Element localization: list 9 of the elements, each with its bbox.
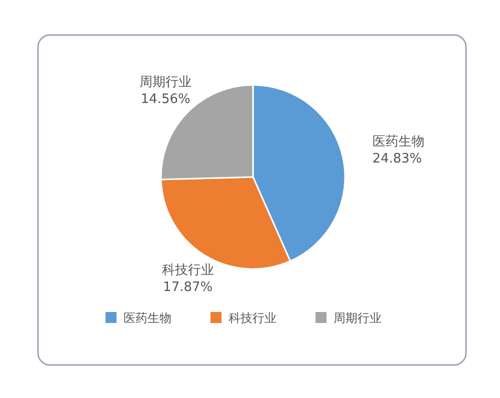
slice-label: 医药生物	[372, 134, 424, 150]
data-label: 17.87%	[163, 280, 213, 296]
legend-label: 医药生物	[124, 311, 172, 325]
legend-label: 周期行业	[334, 311, 382, 325]
data-label: 24.83%	[372, 152, 422, 167]
legend-label: 科技行业	[228, 311, 276, 325]
slice-label: 科技行业	[162, 263, 214, 278]
slice-label: 周期行业	[140, 74, 192, 90]
data-label: 14.56%	[140, 92, 190, 107]
